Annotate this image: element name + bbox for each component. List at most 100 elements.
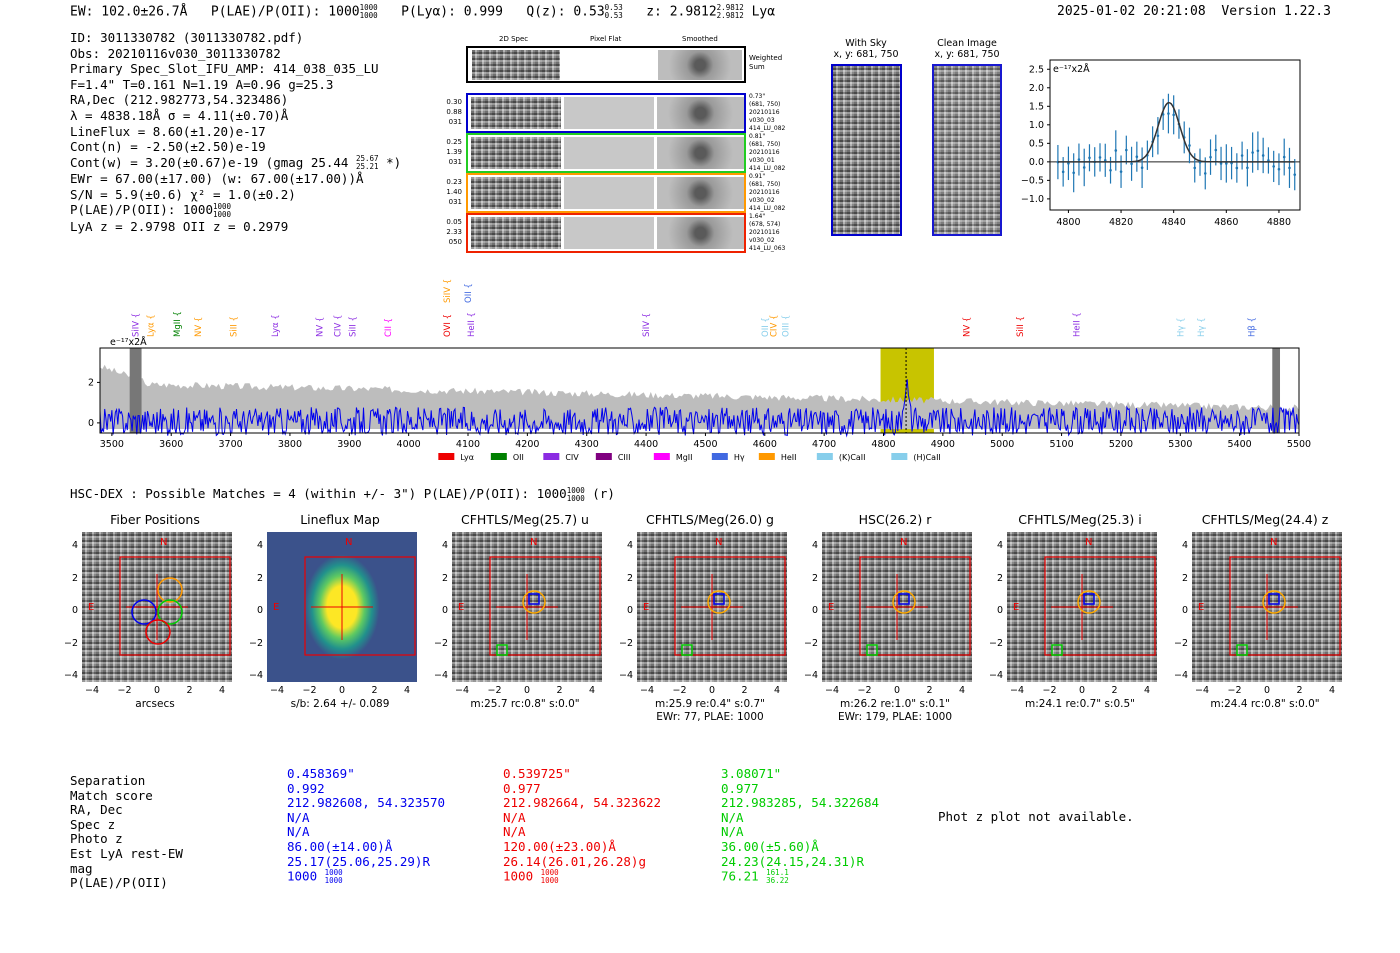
row-right-info: 0.91" (681, 750) 20210116 v030_02 414_LU_082: [749, 173, 786, 212]
panel-overlay: NE: [88, 537, 231, 656]
panel-ytick: −2: [433, 637, 448, 649]
zoom-point: [1267, 159, 1270, 162]
legend-swatch: [816, 453, 833, 460]
datetime: 2025-01-02 20:21:08: [1057, 4, 1206, 19]
panel-caption: m:24.4 rc:0.8" s:0.0": [1210, 698, 1320, 710]
east-label: E: [828, 602, 834, 613]
emission-line-label: CIV {: [333, 315, 343, 337]
match-cell: 120.00(±23.00)Å: [503, 838, 616, 854]
primary-slot: Primary Spec_Slot_IFU_AMP: 414_038_035_L…: [70, 61, 379, 77]
zoom-point: [1088, 156, 1091, 160]
legend-swatch: [891, 453, 908, 460]
panel-xtick: −2: [487, 685, 502, 696]
north-label: N: [1085, 537, 1092, 548]
spec-xtick-label: 5200: [1109, 439, 1133, 450]
zoom-ytick-label: 1.0: [1029, 120, 1044, 131]
zoom-point: [1235, 166, 1239, 170]
ellipse-aperture: [707, 590, 731, 614]
match-row-label: P(LAE)/P(OII): [70, 875, 168, 891]
zoom-point: [1256, 149, 1260, 153]
panel-xtick: 0: [338, 685, 346, 696]
spec-xtick-label: 4500: [693, 439, 717, 450]
ws-smoothed: [658, 50, 742, 80]
panel-ytick: 0: [996, 605, 1003, 616]
panel-xtick: 2: [926, 685, 933, 696]
panel-title: CFHTLS/Meg(25.3) i: [1018, 512, 1142, 527]
cutout-panel-5: HSC(26.2) r N E 4 2 0 −2 −4 −4 −2 0 2 4 m:26.2 re:1.0…: [800, 512, 990, 727]
weighted-sum-cutout: [466, 46, 746, 83]
clean-image: [932, 64, 1002, 236]
spec-xtick-label: 4300: [575, 439, 599, 450]
zoom-xtick-label: 4880: [1267, 217, 1291, 228]
panel-ytick: 2: [996, 572, 1003, 584]
match-cell: 0.458369": [287, 766, 355, 781]
spec-ytick-label: 2: [88, 377, 94, 388]
match-row-label: Photo z: [70, 831, 123, 847]
panel-ytick: 4: [996, 540, 1003, 551]
zoom-ytick-label: −1.0: [1021, 194, 1044, 205]
panel-ytick: −2: [248, 637, 263, 649]
with-sky-title: With Sky x, y: 681, 750: [833, 38, 899, 60]
zoom-ytick-label: 2.5: [1029, 64, 1044, 75]
zoom-xtick-label: 4860: [1214, 217, 1238, 228]
aperture-box: [674, 556, 786, 656]
spec-xtick-label: 5500: [1287, 439, 1311, 450]
legend-label: MgII: [676, 453, 693, 462]
observation-id: Obs: 20210116v030_3011330782: [70, 45, 281, 61]
match-cell: 0.539725": [503, 766, 571, 781]
panel-caption: m:25.7 rc:0.8" s:0.0": [470, 698, 580, 710]
fiber-circle: [157, 577, 183, 603]
col-label-2dspec: 2D Spec: [499, 35, 529, 43]
match-cell: 26.14(26.01,26.28)g: [503, 853, 646, 869]
match-marker: [496, 644, 508, 656]
panel-ytick: −4: [433, 670, 448, 681]
row-left-stats: 0.05 2.33 050: [446, 218, 462, 246]
match-table-labels: Separation Match score RA, Dec Spec z Photo …: [70, 773, 183, 891]
emission-line-label: OVI {: [443, 314, 453, 337]
legend-swatch: [653, 453, 670, 460]
aperture-box: [489, 556, 601, 656]
panel-ytick: 0: [1181, 605, 1188, 616]
east-label: E: [1198, 602, 1204, 613]
panel-xtick: 4: [403, 685, 411, 696]
panel-xtick: −4: [639, 685, 654, 696]
panel-ytick: 4: [1181, 540, 1188, 551]
zoom-ytick-label: 0.0: [1029, 157, 1044, 168]
panel-xtick: −4: [1194, 685, 1209, 696]
emission-line-label: NV {: [963, 317, 973, 337]
north-label: N: [715, 537, 722, 548]
emission-line-label: Lyα {: [271, 314, 281, 337]
panel-overlay: NE: [643, 537, 786, 656]
aperture-box: [304, 556, 416, 656]
cutout-row-3: [466, 173, 746, 213]
ew-value: EW: 102.0±26.7Å: [70, 4, 188, 20]
fiber-circle: [131, 599, 157, 625]
zoom-point: [1293, 173, 1297, 176]
panel-xtick: 2: [556, 685, 563, 696]
z-value: z: 2.9812: [646, 4, 717, 20]
north-label: N: [160, 537, 167, 548]
match-cell: 1000 1000 1000: [287, 868, 343, 886]
detection-info: ID: 3011330782 (3011330782.pdf) Obs: 202…: [70, 30, 401, 235]
panel-ytick: −2: [988, 637, 1003, 649]
match-cell: N/A: [503, 824, 526, 840]
panel-xtick: 4: [1328, 685, 1336, 696]
emission-line-label: CII {: [384, 318, 394, 337]
masked-region: [129, 348, 142, 433]
panel-ytick: 0: [811, 605, 818, 616]
panel-overlay: NE: [273, 537, 416, 656]
panel-xtick: 2: [1296, 685, 1303, 696]
panel-xtick: −2: [1227, 685, 1242, 696]
spec-xtick-label: 5400: [1228, 439, 1252, 450]
cutout-panel-6: CFHTLS/Meg(25.3) i N E 4 2 0 −2 −4 −4 −2 0 2 4 m:24.1…: [985, 512, 1175, 727]
panel-caption: m:24.1 re:0.7" s:0.5": [1025, 698, 1135, 710]
panel-overlay: NE: [828, 537, 971, 656]
header-bar: EW: 102.0±26.7Å P(LAE)/P(OII): 1000 1000 1…: [70, 4, 775, 20]
zoom-point: [1077, 158, 1081, 161]
zoom-point: [1125, 148, 1128, 152]
